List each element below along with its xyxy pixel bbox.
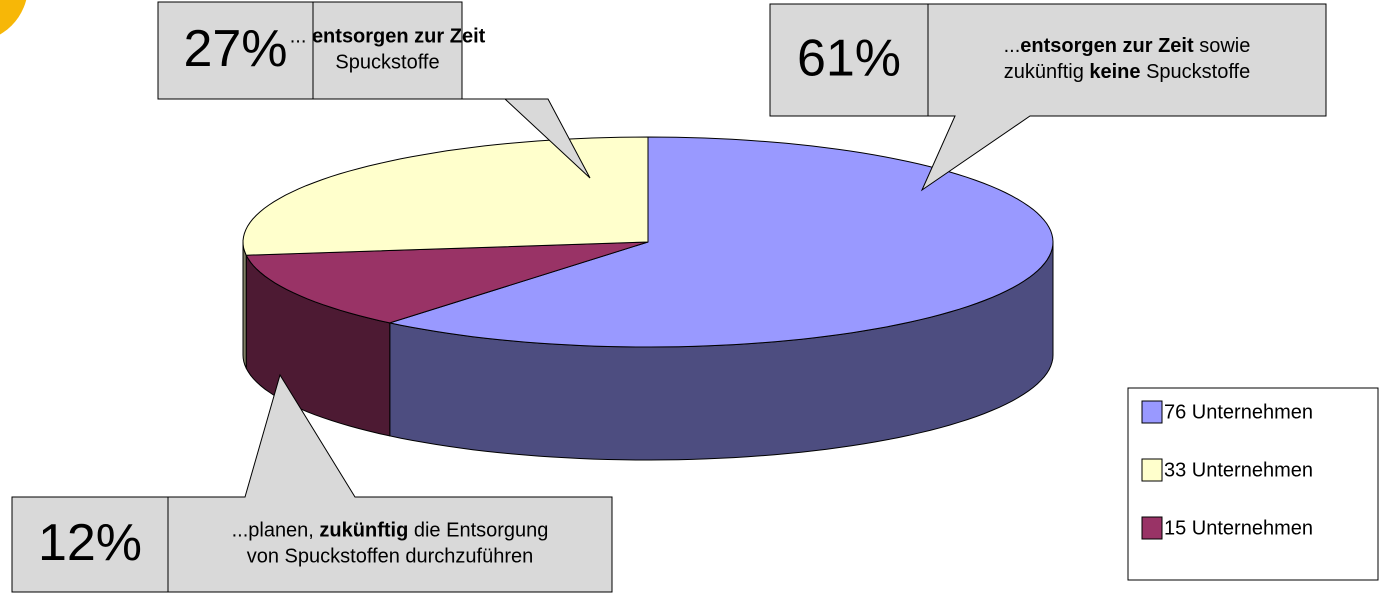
callout-percent: 12% [38,514,142,572]
callout-text-part: entsorgen zur Zeit [1020,35,1194,57]
callout-text-part: ... [1004,35,1021,57]
callout-text-part: keine [1089,61,1140,83]
legend-swatch [1141,516,1163,540]
pie-slice [242,136,649,256]
legend-label: 33 Unternehmen [1164,459,1313,481]
callout-percent: 27% [183,20,287,78]
callout-text-part: ... [290,26,312,48]
legend-label: 15 Unternehmen [1164,517,1313,539]
callout-text-part: von Spuckstoffen durchzuführen [247,546,533,568]
callout-text: von Spuckstoffen durchzuführen [247,546,533,568]
corner-decoration [0,0,27,35]
callout-text: ... entsorgen zur Zeit [290,26,486,48]
callout-text: zukünftig keine Spuckstoffe [1004,61,1250,83]
callout-text-part: ...planen, [232,520,320,542]
callout-text: ...entsorgen zur Zeit sowie [1004,35,1251,57]
pie-slice [387,136,1054,348]
pie-slice-side [242,241,247,369]
callout-box [157,1,591,179]
callout-text-part: sowie [1194,35,1251,57]
legend-box [1127,387,1379,581]
legend-swatch [1141,400,1163,424]
callout-text-part: die Entsorgung [408,520,548,542]
callout-box [769,3,1327,192]
callout-text-part: zukünftig [1004,61,1090,83]
legend-swatch [1141,458,1163,482]
callout-box [11,373,613,593]
callout-text: ...planen, zukünftig die Entsorgung [232,520,549,542]
callout-percent: 61% [797,30,901,88]
callout-text-part: Spuckstoffe [1141,61,1251,83]
legend-label: 76 Unternehmen [1164,401,1313,423]
callout-text-part: Spuckstoffe [335,52,439,74]
pie-slice [245,241,649,324]
callout-text: Spuckstoffe [335,52,439,74]
callout-text-part: zukünftig [319,520,408,542]
callout-text-part: entsorgen zur Zeit [312,26,486,48]
